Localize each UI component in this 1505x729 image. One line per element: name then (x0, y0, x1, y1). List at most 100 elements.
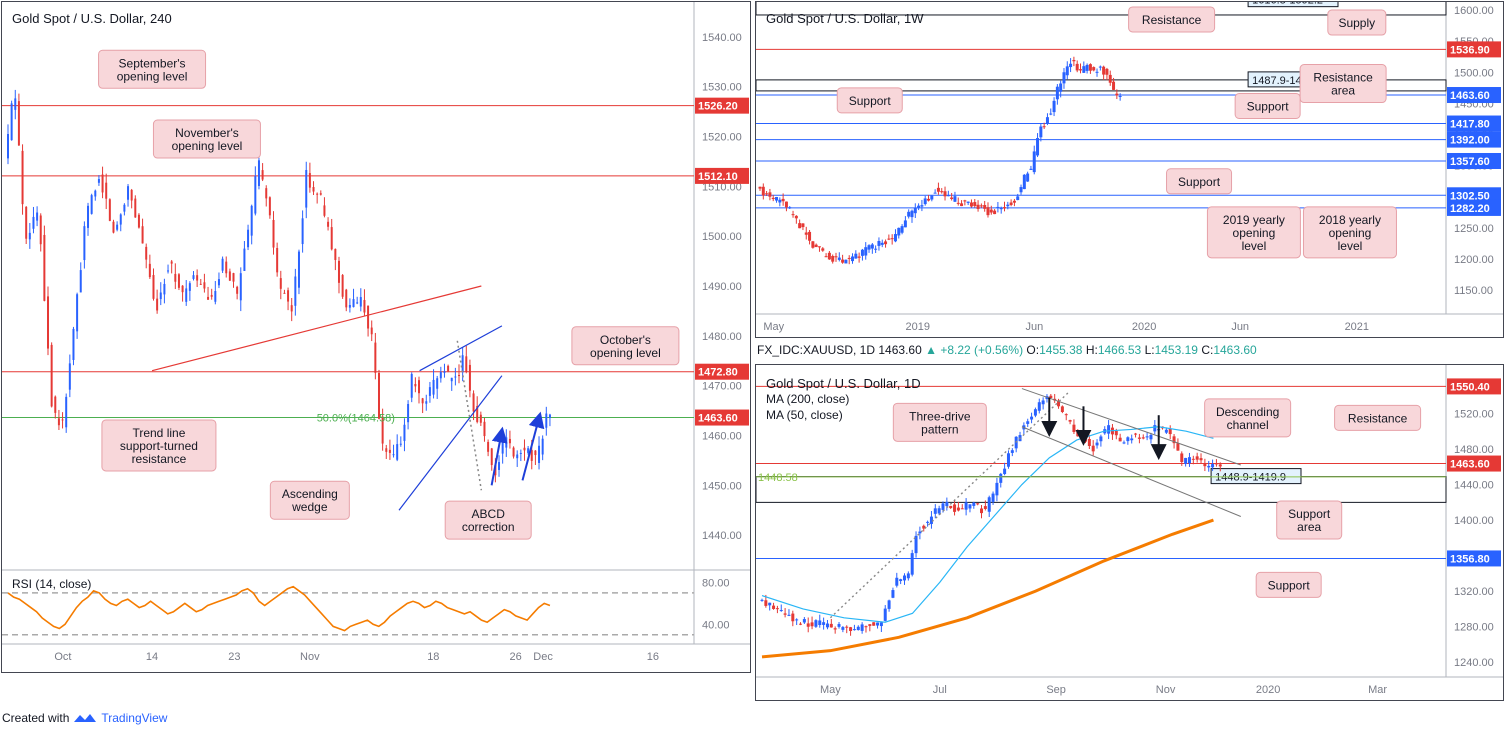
candle-body (50, 344, 53, 407)
rsi-line (7, 585, 551, 632)
candle-body (995, 482, 999, 496)
candle-body (174, 273, 177, 282)
level-price-tag (1447, 152, 1501, 169)
x-tick-label: Jun (1026, 321, 1044, 333)
level-price-tag (695, 167, 749, 184)
candle-body (436, 378, 439, 389)
candle-body (987, 497, 991, 512)
candle-body (265, 188, 268, 199)
candle-body (787, 614, 791, 616)
level-price-label: 1536.90 (1450, 44, 1490, 56)
annotation-box (1334, 404, 1422, 431)
zone-label: 1616.8-1592.2 (1252, 2, 1323, 7)
candle-body (330, 227, 333, 250)
candle-body (447, 365, 450, 372)
candle-body (1069, 63, 1073, 68)
y-tick-label: 1320.00 (1454, 586, 1494, 598)
annotation-text: opening level (590, 346, 661, 360)
candle-body (483, 421, 486, 437)
candle-body (468, 364, 471, 391)
candle-body (1010, 450, 1014, 453)
x-tick-label: May (763, 321, 784, 333)
candle-body (1203, 463, 1207, 467)
candle-body (989, 209, 993, 213)
candle-body (130, 189, 133, 201)
channel-upper-line (1021, 388, 1241, 466)
candle-body (458, 375, 461, 377)
candle-body (758, 186, 762, 189)
candle-body (986, 207, 990, 216)
candle-body (141, 226, 144, 244)
candle-body (960, 203, 964, 207)
candle-body (972, 502, 976, 506)
candle-body (887, 238, 891, 240)
candle-body (926, 521, 930, 523)
candle-body (1037, 402, 1041, 411)
candle-body (940, 191, 944, 193)
annotation-text: channel (1227, 418, 1269, 432)
annotation-text: level (1338, 239, 1363, 253)
candle-body (17, 101, 20, 146)
candle-body (1045, 117, 1049, 124)
candle-body (999, 207, 1003, 210)
candle-body (527, 448, 530, 453)
candle-body (137, 214, 140, 228)
candle-body (72, 328, 75, 360)
candle-body (188, 283, 191, 291)
symbol-name[interactable]: FX_IDC:XAUUSD, 1D (757, 343, 876, 357)
candle-body (1195, 456, 1199, 460)
chart-panel-daily[interactable]: 1240.001280.001320.001360.001400.001440.… (755, 364, 1504, 701)
candle-body (356, 302, 359, 304)
candle-body (991, 493, 995, 502)
candle-body (817, 246, 821, 248)
candle-body (388, 449, 391, 453)
candle-body (845, 626, 849, 628)
chart-daily-canvas[interactable]: 1240.001280.001320.001360.001400.001440.… (756, 365, 1503, 700)
y-tick-label: 1490.00 (702, 281, 742, 293)
level-price-tag (1447, 550, 1501, 567)
ma-legend: MA (200, close) (766, 392, 849, 406)
x-tick-label: May (820, 684, 841, 696)
annotation-box (836, 87, 903, 114)
candle-body (1118, 437, 1122, 442)
annotation-text: support-turned (120, 439, 198, 453)
candle-body (808, 231, 812, 241)
candle-body (323, 205, 326, 216)
candle-body (1060, 406, 1064, 412)
level-price-tag (1447, 87, 1501, 104)
chart-weekly-canvas[interactable]: 1150.001200.001250.001300.001350.001400.… (756, 2, 1503, 337)
candle-body (243, 248, 246, 271)
chart-panel-4h[interactable]: 1440.00 1450.00 1460.00 1470.00 1480.00 1490.… (1, 1, 751, 673)
footer: Created with TradingView (2, 711, 167, 725)
candle-body (930, 195, 934, 200)
candle-body (297, 251, 300, 288)
candle-body (879, 622, 883, 627)
candle-body (1041, 400, 1045, 405)
candle-body (196, 275, 199, 281)
level-price-tag (1447, 131, 1501, 148)
candle-body (210, 294, 213, 297)
candle-body (950, 197, 954, 200)
candle-body (516, 454, 519, 459)
candle-body (439, 372, 442, 379)
tradingview-brand-link[interactable]: TradingView (101, 711, 168, 725)
candle-body (929, 516, 933, 524)
chart-panel-weekly[interactable]: 1150.001200.001250.001300.001350.001400.… (755, 1, 1504, 338)
annotation-box (1299, 64, 1387, 104)
candle-body (900, 226, 904, 233)
candle-body (867, 245, 871, 250)
chart-4h-canvas[interactable]: 1440.001450.001460.001470.001480.001490.… (2, 2, 750, 672)
candle-body (450, 377, 453, 382)
candle-body (893, 234, 897, 242)
candle-body (1099, 436, 1103, 442)
candle-body (327, 221, 330, 227)
annotation-text: 2018 yearly (1319, 213, 1381, 227)
candle-body (479, 414, 482, 423)
x-tick-label: 14 (146, 651, 158, 663)
candle-body (833, 628, 837, 630)
candle-body (953, 504, 957, 512)
high-label: H: (1085, 343, 1098, 357)
candle-body (784, 201, 788, 208)
candle-body (976, 204, 980, 209)
candle-body (1105, 68, 1109, 75)
